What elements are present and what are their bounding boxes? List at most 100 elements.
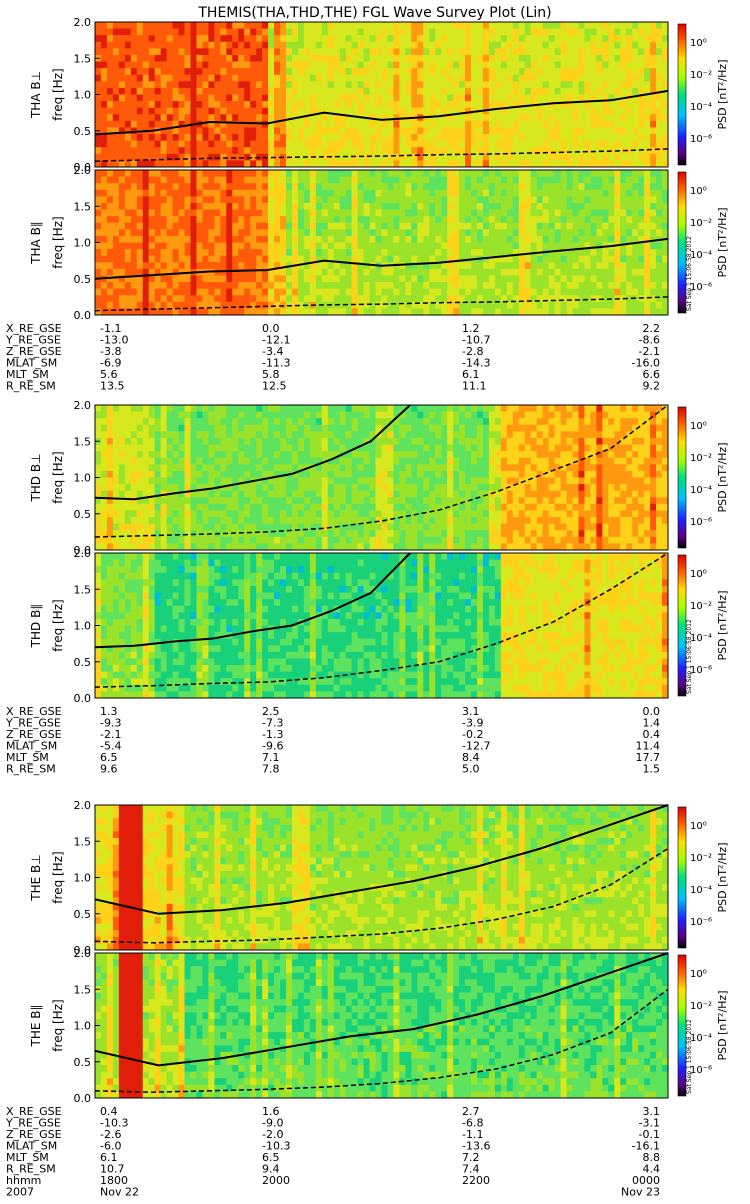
heatmap-cell xyxy=(364,134,370,141)
heatmap-cell xyxy=(161,216,167,223)
heatmap-cell xyxy=(453,88,459,95)
heatmap-cell xyxy=(316,75,322,82)
heatmap-cell xyxy=(352,147,358,154)
heatmap-cell xyxy=(405,127,411,134)
heatmap-cell xyxy=(376,190,382,197)
heatmap-cell xyxy=(107,183,113,190)
heatmap-cell xyxy=(280,464,286,471)
heatmap-cell xyxy=(107,451,113,458)
heatmap-cell xyxy=(292,101,298,108)
heatmap-cell xyxy=(364,170,370,177)
heatmap-cell xyxy=(387,160,393,167)
heatmap-cell xyxy=(107,262,113,269)
heatmap-cell xyxy=(614,75,620,82)
heatmap-cell xyxy=(322,203,328,210)
heatmap-cell xyxy=(125,302,131,309)
heatmap-cell xyxy=(304,223,310,230)
heatmap-cell xyxy=(364,154,370,161)
heatmap-cell xyxy=(280,484,286,491)
heatmap-cell xyxy=(274,497,280,504)
heatmap-cell xyxy=(244,114,250,121)
heatmap-cell xyxy=(268,22,274,29)
heatmap-cell xyxy=(483,141,489,148)
heatmap-cell xyxy=(155,121,161,128)
heatmap-cell xyxy=(447,210,453,217)
heatmap-cell xyxy=(179,412,185,419)
heatmap-cell xyxy=(214,438,220,445)
heatmap-cell xyxy=(155,216,161,223)
heatmap-cell xyxy=(155,48,161,55)
heatmap-cell xyxy=(489,134,495,141)
heatmap-cell xyxy=(370,170,376,177)
heatmap-cell xyxy=(435,170,441,177)
heatmap-cell xyxy=(555,295,561,302)
heatmap-cell xyxy=(310,190,316,197)
heatmap-cell xyxy=(286,127,292,134)
heatmap-cell xyxy=(244,62,250,69)
heatmap-cell xyxy=(519,177,525,184)
heatmap-cell xyxy=(143,160,149,167)
heatmap-cell xyxy=(220,216,226,223)
heatmap-cell xyxy=(137,35,143,42)
heatmap-cell xyxy=(101,445,107,452)
heatmap-cell xyxy=(256,170,262,177)
heatmap-cell xyxy=(507,154,513,161)
heatmap-cell xyxy=(399,243,405,250)
heatmap-cell xyxy=(95,471,101,478)
heatmap-cell xyxy=(119,484,125,491)
heatmap-cell xyxy=(280,55,286,62)
heatmap-cell xyxy=(573,22,579,29)
heatmap-cell xyxy=(561,275,567,282)
heatmap-cell xyxy=(226,68,232,75)
heatmap-cell xyxy=(453,55,459,62)
heatmap-cell xyxy=(608,262,614,269)
heatmap-cell xyxy=(340,269,346,276)
heatmap-cell xyxy=(131,282,137,289)
heatmap-cell xyxy=(304,127,310,134)
heatmap-cell xyxy=(632,154,638,161)
heatmap-cell xyxy=(382,229,388,236)
heatmap-cell xyxy=(561,114,567,121)
heatmap-cell xyxy=(280,256,286,263)
heatmap-cell xyxy=(531,154,537,161)
heatmap-cell xyxy=(632,308,638,315)
heatmap-cell xyxy=(578,48,584,55)
heatmap-cell xyxy=(244,35,250,42)
heatmap-cell xyxy=(167,256,173,263)
heatmap-cell xyxy=(286,295,292,302)
heatmap-cell xyxy=(543,289,549,296)
heatmap-cell xyxy=(644,35,650,42)
heatmap-cell xyxy=(483,81,489,88)
heatmap-cell xyxy=(423,35,429,42)
heatmap-cell xyxy=(196,289,202,296)
heatmap-cell xyxy=(173,256,179,263)
heatmap-cell xyxy=(364,88,370,95)
heatmap-cell xyxy=(107,141,113,148)
heatmap-cell xyxy=(370,127,376,134)
heatmap-cell xyxy=(549,216,555,223)
heatmap-cell xyxy=(125,438,131,445)
heatmap-cell xyxy=(453,95,459,102)
heatmap-cell xyxy=(459,55,465,62)
heatmap-cell xyxy=(161,412,167,419)
heatmap-cell xyxy=(495,55,501,62)
heatmap-cell xyxy=(137,412,143,419)
heatmap-cell xyxy=(208,418,214,425)
heatmap-cell xyxy=(513,269,519,276)
heatmap-cell xyxy=(602,262,608,269)
heatmap-cell xyxy=(405,190,411,197)
heatmap-cell xyxy=(256,537,262,544)
heatmap-cell xyxy=(567,121,573,128)
heatmap-cell xyxy=(238,412,244,419)
heatmap-cell xyxy=(644,243,650,250)
heatmap-cell xyxy=(620,108,626,115)
heatmap-cell xyxy=(471,75,477,82)
heatmap-cell xyxy=(578,229,584,236)
heatmap-cell xyxy=(513,243,519,250)
heatmap-cell xyxy=(107,405,113,412)
heatmap-cell xyxy=(328,229,334,236)
heatmap-cell xyxy=(95,537,101,544)
heatmap-cell xyxy=(519,121,525,128)
heatmap-cell xyxy=(256,497,262,504)
heatmap-cell xyxy=(95,249,101,256)
